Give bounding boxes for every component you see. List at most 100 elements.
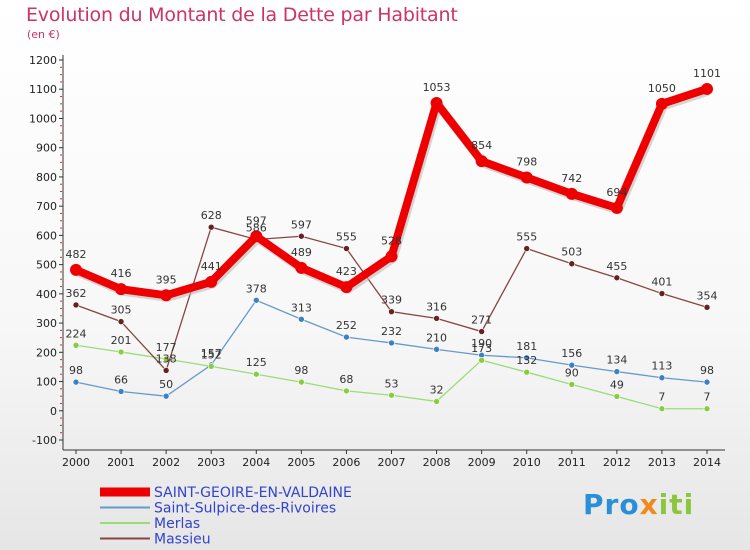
x-tick-label: 2010 [513, 456, 541, 469]
y-minor-tick [60, 227, 62, 229]
data-label: 798 [516, 156, 537, 169]
data-label: 125 [246, 356, 267, 369]
data-label: 854 [471, 139, 492, 152]
data-point [568, 260, 576, 268]
data-point [703, 303, 711, 311]
data-point [205, 275, 218, 288]
data-point [610, 201, 623, 214]
chart-title: Evolution du Montant de la Dette par Hab… [26, 4, 458, 26]
data-label: 98 [700, 364, 714, 377]
y-tick-label: 800 [36, 171, 57, 184]
data-point [298, 315, 305, 323]
data-point [162, 367, 170, 374]
x-tick-label: 2001 [107, 456, 135, 469]
x-tick-label: 2007 [378, 456, 406, 469]
y-minor-tick [60, 198, 62, 200]
y-minor-tick [60, 96, 62, 98]
y-minor-tick [60, 139, 62, 141]
y-minor-tick [60, 307, 62, 309]
y-tick-label: 700 [36, 200, 57, 213]
data-label: 50 [159, 378, 173, 391]
y-minor-tick [60, 315, 62, 317]
data-label: 173 [471, 342, 492, 355]
y-minor-tick [60, 432, 62, 434]
data-label: 503 [561, 246, 582, 259]
y-minor-tick [60, 110, 62, 112]
y-tick-label: 1100 [29, 83, 57, 96]
data-label: 401 [651, 276, 672, 289]
data-labels-layer: 98 66 50 157 378 313 252 232 210 190 181 156 134 113 9… [66, 67, 722, 404]
data-point [565, 187, 578, 200]
legend: SAINT-GEOIRE-EN-VALDAINESaint-Sulpice-de… [100, 485, 352, 548]
data-point [613, 368, 621, 375]
data-label: 7 [658, 391, 665, 404]
data-point [433, 346, 440, 353]
data-point [385, 250, 398, 263]
y-minor-tick [60, 278, 62, 280]
data-label: 49 [610, 378, 624, 391]
data-label: 201 [111, 334, 132, 347]
data-label: 177 [156, 341, 177, 354]
data-point [478, 328, 485, 335]
y-minor-tick [60, 169, 62, 171]
data-label: 1050 [648, 82, 676, 95]
y-minor-tick [60, 191, 62, 193]
data-label: 489 [291, 246, 312, 259]
data-point [388, 339, 395, 347]
data-point [475, 155, 488, 168]
series-1 [72, 296, 711, 400]
data-point [433, 315, 440, 322]
data-point [388, 308, 395, 315]
data-point [160, 289, 173, 302]
data-label: 354 [697, 289, 718, 302]
data-point [523, 368, 531, 376]
data-label: 378 [246, 282, 267, 295]
data-label: 395 [156, 273, 177, 286]
data-label: 528 [381, 234, 402, 247]
y-minor-tick [60, 220, 62, 222]
data-label: 113 [651, 360, 672, 373]
data-label: 190 [471, 337, 492, 350]
data-label: 134 [606, 354, 627, 367]
data-label: 1053 [423, 81, 451, 94]
x-tick-label: 2008 [423, 456, 451, 469]
y-minor-tick [60, 373, 62, 375]
data-point [388, 391, 395, 399]
y-minor-tick [60, 256, 62, 258]
y-tick-label: 1200 [29, 54, 57, 67]
data-point [655, 97, 668, 110]
data-point [117, 318, 125, 325]
data-label: 316 [426, 300, 447, 313]
data-label: 455 [606, 260, 627, 273]
data-point [117, 388, 125, 395]
x-tick-label: 2013 [648, 456, 676, 469]
data-label: 252 [336, 319, 357, 332]
series-0 [70, 82, 713, 302]
data-label: 32 [430, 383, 444, 396]
data-point [658, 374, 666, 382]
legend-label: Saint-Sulpice-des-Rivoires [154, 501, 336, 517]
y-minor-tick [60, 417, 62, 419]
data-label: 362 [66, 287, 87, 300]
x-tick-label: 2006 [332, 456, 360, 469]
x-tick-label: 2014 [693, 456, 721, 469]
data-point [298, 232, 305, 240]
x-tick-label: 2009 [468, 456, 496, 469]
data-point [613, 274, 621, 282]
proxiti-logo: Proxiti [583, 488, 695, 521]
data-point [70, 263, 82, 276]
series-2 [72, 341, 711, 413]
y-minor-tick [60, 359, 62, 361]
data-label: 98 [294, 364, 308, 377]
data-point [72, 378, 80, 386]
legend-label: Merlas [154, 516, 200, 532]
data-label: 555 [336, 231, 357, 244]
x-tick-label: 2002 [152, 456, 180, 469]
data-point [340, 281, 353, 294]
data-point [520, 171, 533, 184]
data-point [343, 387, 350, 395]
y-minor-tick [60, 132, 62, 134]
y-minor-tick [60, 395, 62, 397]
data-point [72, 301, 80, 309]
